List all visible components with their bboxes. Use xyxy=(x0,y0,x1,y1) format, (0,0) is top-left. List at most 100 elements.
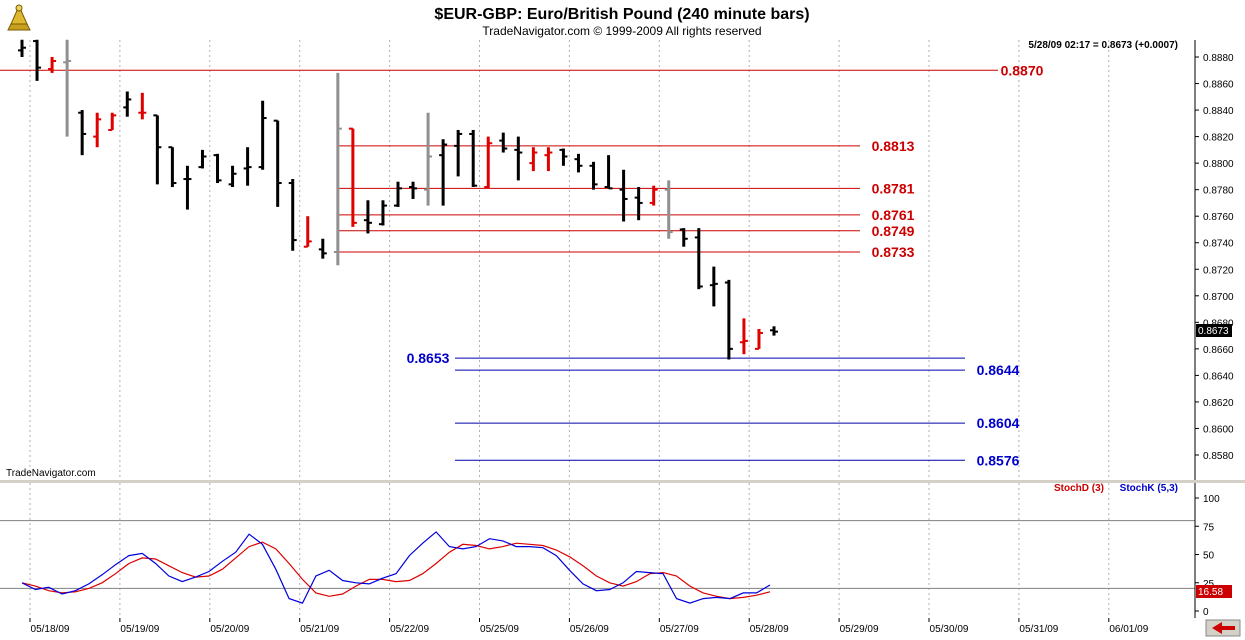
price-tick-label: 0.8880 xyxy=(1203,53,1234,64)
ohlc-bar xyxy=(243,147,252,186)
stoch-grid xyxy=(0,483,1195,618)
date-tick-label: 05/18/09 xyxy=(31,624,70,635)
ohlc-bar xyxy=(363,200,372,234)
ohlc-bar xyxy=(589,161,598,190)
red-level-label: 0.8761 xyxy=(872,207,915,223)
chart-title: $EUR-GBP: Euro/British Pound (240 minute… xyxy=(434,6,809,23)
date-tick-label: 06/01/09 xyxy=(1109,624,1148,635)
ohlc-bar xyxy=(48,57,57,73)
ohlc-bar xyxy=(348,127,357,227)
date-axis-panel xyxy=(0,618,1245,640)
date-tick-label: 05/22/09 xyxy=(390,624,429,635)
price-tick-label: 0.8600 xyxy=(1203,424,1234,435)
ohlc-bar xyxy=(183,165,192,210)
ohlc-bar xyxy=(33,39,42,81)
ohlc-bar xyxy=(770,326,778,336)
ohlc-bar xyxy=(198,149,207,169)
stoch-tick-label: 50 xyxy=(1203,551,1215,562)
ohlc-bar xyxy=(18,39,26,57)
sextant-logo-icon xyxy=(7,4,31,31)
red-level-label: 0.8813 xyxy=(872,138,915,154)
price-tick-label: 0.8820 xyxy=(1203,133,1234,144)
date-tick-label: 05/29/09 xyxy=(840,624,879,635)
ohlc-bar xyxy=(273,119,282,207)
blue-level-label: 0.8653 xyxy=(407,350,450,366)
price-bars xyxy=(18,39,778,360)
status-readout: 5/28/09 02:17 = 0.8673 (+0.0007) xyxy=(1028,40,1178,51)
blue-level-label: 0.8604 xyxy=(977,415,1020,431)
last-stoch-badge xyxy=(1196,585,1232,598)
date-tick-label: 05/27/09 xyxy=(660,624,699,635)
price-tick-label: 0.8660 xyxy=(1203,345,1234,356)
ohlc-bar xyxy=(694,228,703,290)
ohlc-bar xyxy=(484,136,493,189)
price-axis-panel xyxy=(1195,40,1245,480)
ohlc-bar xyxy=(664,180,673,239)
price-tick-label: 0.8580 xyxy=(1203,451,1234,462)
price-tick-label: 0.8860 xyxy=(1203,80,1234,91)
ohlc-bar xyxy=(439,139,448,206)
stoch-tick-label: 75 xyxy=(1203,522,1215,533)
date-tick-label: 05/30/09 xyxy=(930,624,969,635)
ohlc-bar xyxy=(318,238,327,259)
price-tick-label: 0.8740 xyxy=(1203,239,1234,250)
ohlc-bar xyxy=(574,153,583,173)
stoch-k-line xyxy=(21,531,771,604)
panel-separator xyxy=(0,480,1245,483)
ohlc-bar xyxy=(634,187,643,221)
ohlc-bar xyxy=(454,129,463,177)
ohlc-bar xyxy=(288,179,297,251)
ohlc-bar xyxy=(424,112,433,206)
title-area xyxy=(0,0,1245,40)
last-price-badge xyxy=(1196,324,1232,337)
price-panel xyxy=(0,40,1195,480)
red-level-label: 0.8781 xyxy=(872,180,915,196)
ohlc-bar xyxy=(378,200,387,226)
chart-subtitle: TradeNavigator.com © 1999-2009 All right… xyxy=(482,24,761,38)
watermark-text: TradeNavigator.com xyxy=(6,468,96,479)
date-tick-label: 05/25/09 xyxy=(480,624,519,635)
stoch-lines xyxy=(21,531,771,604)
ohlc-bar xyxy=(123,91,132,117)
legend-stoch-k: StochK (5,3) xyxy=(1120,483,1178,494)
ohlc-bar xyxy=(469,129,478,188)
date-tick-label: 05/28/09 xyxy=(750,624,789,635)
ohlc-bar xyxy=(619,169,628,222)
price-tick-label: 0.8620 xyxy=(1203,398,1234,409)
price-tick-label: 0.8760 xyxy=(1203,212,1234,223)
ohlc-bar xyxy=(409,181,418,199)
ohlc-bar xyxy=(709,266,718,307)
ohlc-bar xyxy=(739,318,748,355)
date-tick-label: 05/31/09 xyxy=(1019,624,1058,635)
price-tick-label: 0.8840 xyxy=(1203,106,1234,117)
ohlc-bar xyxy=(78,110,87,156)
ohlc-bar xyxy=(394,181,402,207)
stoch-d-line xyxy=(21,541,771,600)
price-tick-label: 0.8680 xyxy=(1203,318,1234,329)
ohlc-bar xyxy=(724,279,733,360)
red-level-label: 0.8870 xyxy=(1001,62,1044,78)
ohlc-bar xyxy=(604,155,613,190)
price-grid xyxy=(29,40,1110,480)
ohlc-bar xyxy=(514,136,523,181)
last-price-label: 0.8673 xyxy=(1198,326,1229,337)
ohlc-bar xyxy=(679,228,688,247)
date-axis: 05/18/09 05/19/09 05/20/09 05/21/09 05/22/09… xyxy=(29,618,1149,635)
date-tick-label: 05/19/09 xyxy=(120,624,159,635)
ohlc-bar xyxy=(63,39,72,137)
legend-stoch-d: StochD (3) xyxy=(1054,483,1104,494)
stoch-tick-label: 25 xyxy=(1203,579,1215,590)
ohlc-bar xyxy=(499,132,508,153)
ohlc-bar xyxy=(754,328,763,350)
red-level-label: 0.8749 xyxy=(872,223,915,239)
ohlc-bar xyxy=(168,146,177,188)
scroll-left-icon[interactable] xyxy=(1205,619,1241,637)
ohlc-bar xyxy=(303,216,312,248)
blue-level-label: 0.8644 xyxy=(977,362,1020,378)
date-tick-label: 05/20/09 xyxy=(210,624,249,635)
ohlc-bar xyxy=(258,100,267,170)
ohlc-bar xyxy=(93,112,102,148)
blue-level-label: 0.8576 xyxy=(977,452,1020,468)
